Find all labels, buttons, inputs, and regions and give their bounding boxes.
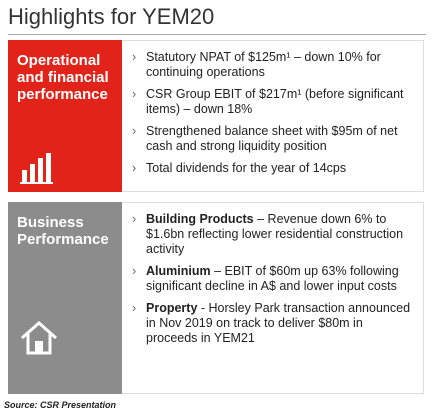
section-label: Business Performance xyxy=(17,214,109,248)
bullet: Statutory NPAT of $125m¹ – down 10% for … xyxy=(132,50,415,80)
bullet-text: – EBIT of $60m up 63% following signific… xyxy=(146,264,399,293)
section-label: Operational and financial performance xyxy=(17,52,109,103)
house-icon xyxy=(21,320,57,355)
bullet: Property - Horsley Park transaction anno… xyxy=(132,301,415,346)
chart-icon xyxy=(20,153,53,184)
title-rule xyxy=(8,34,426,35)
bullet-text: Strengthened balance sheet with $95m of … xyxy=(146,124,398,153)
bullet: Aluminium – EBIT of $60m up 63% followin… xyxy=(132,264,415,294)
bullet-text: CSR Group EBIT of $217m¹ (before signifi… xyxy=(146,87,404,116)
bullet: Building Products – Revenue down 6% to $… xyxy=(132,212,415,257)
bullet-text: Statutory NPAT of $125m¹ – down 10% for … xyxy=(146,50,381,79)
bullet-text: - Horsley Park transaction announced in … xyxy=(146,301,411,345)
title: Highlights for YEM20 xyxy=(8,4,215,29)
bullet-text: – Revenue down 6% to $1.6bn reflecting l… xyxy=(146,212,404,256)
bullet-heading: Building Products xyxy=(146,212,254,226)
bullet: Strengthened balance sheet with $95m of … xyxy=(132,124,415,154)
section-label-box: Operational and financial performance xyxy=(8,40,122,192)
section-content: Statutory NPAT of $125m¹ – down 10% for … xyxy=(122,40,424,192)
bullet-text: Total dividends for the year of 14cps xyxy=(146,161,347,175)
bullet-heading: Property xyxy=(146,301,198,315)
bullet: Total dividends for the year of 14cps xyxy=(132,161,415,176)
source-note: Source: CSR Presentation xyxy=(4,400,117,410)
section-label-box: Business Performance xyxy=(8,202,122,394)
section-content: Building Products – Revenue down 6% to $… xyxy=(122,202,424,394)
bullet-heading: Aluminium xyxy=(146,264,211,278)
bullet: CSR Group EBIT of $217m¹ (before signifi… xyxy=(132,87,415,117)
